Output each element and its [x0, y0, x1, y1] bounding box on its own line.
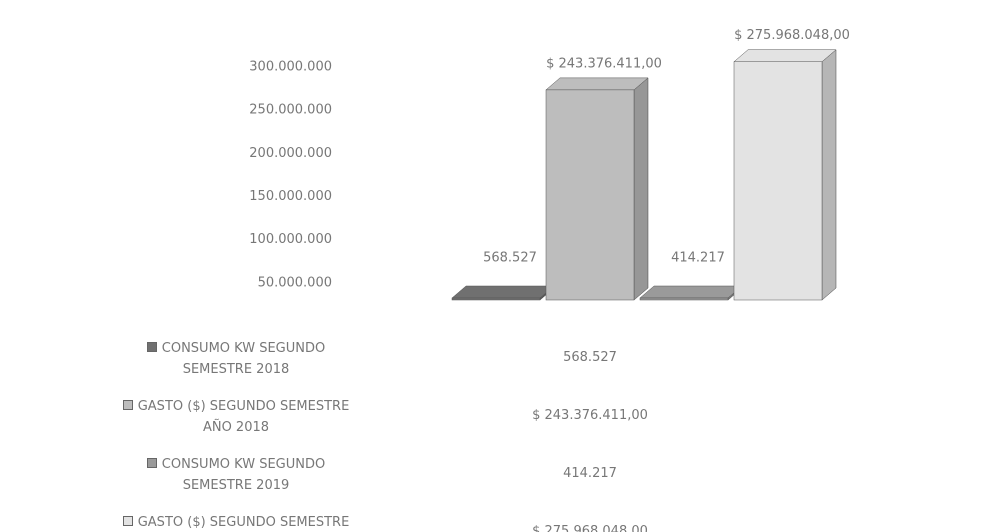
bar — [733, 61, 823, 301]
table-value: 568.527 — [563, 350, 617, 365]
table-value: $ 275.968.048,00 — [532, 524, 648, 532]
legend-entry: CONSUMO KW SEGUNDO SEMESTRE 2018 — [116, 338, 356, 380]
legend-swatch — [122, 400, 133, 410]
bar-top — [733, 49, 837, 62]
data-label: 568.527 — [483, 251, 537, 266]
bar-side — [633, 77, 649, 301]
legend-label: CONSUMO KW SEGUNDO SEMESTRE 2018 — [161, 341, 326, 377]
legend-label: CONSUMO KW SEGUNDO SEMESTRE 2019 — [161, 457, 326, 493]
y-tick-label: 100.000.000 — [249, 232, 332, 247]
table-value: $ 243.376.411,00 — [532, 408, 648, 423]
bar-top — [639, 285, 743, 299]
data-label: $ 275.968.048,00 — [734, 28, 850, 43]
legend-entry: GASTO ($) SEGUNDO SEMESTRE AÑO 2018 — [116, 396, 356, 438]
data-label: 414.217 — [671, 251, 725, 266]
legend-entry: CONSUMO KW SEGUNDO SEMESTRE 2019 — [116, 454, 356, 496]
legend-label: GASTO ($) SEGUNDO SEMESTRE 2019 — [137, 515, 350, 530]
bar-top — [545, 77, 649, 91]
bar-side — [821, 49, 837, 301]
bar-top — [451, 285, 555, 299]
y-tick-label: 200.000.000 — [249, 146, 332, 161]
legend-swatch — [146, 458, 157, 468]
bar — [639, 297, 729, 301]
y-tick-label: 150.000.000 — [249, 189, 332, 204]
data-label: $ 243.376.411,00 — [546, 56, 662, 71]
legend-swatch — [146, 342, 157, 352]
legend-label: GASTO ($) SEGUNDO SEMESTRE AÑO 2018 — [137, 399, 350, 435]
bar — [451, 297, 541, 301]
table-value: 414.217 — [563, 466, 617, 481]
legend-swatch — [122, 516, 133, 526]
legend-entry: GASTO ($) SEGUNDO SEMESTRE 2019 — [116, 512, 356, 532]
y-tick-label: 300.000.000 — [249, 60, 332, 75]
bar — [545, 89, 635, 301]
y-tick-label: 50.000.000 — [258, 275, 332, 290]
y-tick-label: 250.000.000 — [249, 103, 332, 118]
